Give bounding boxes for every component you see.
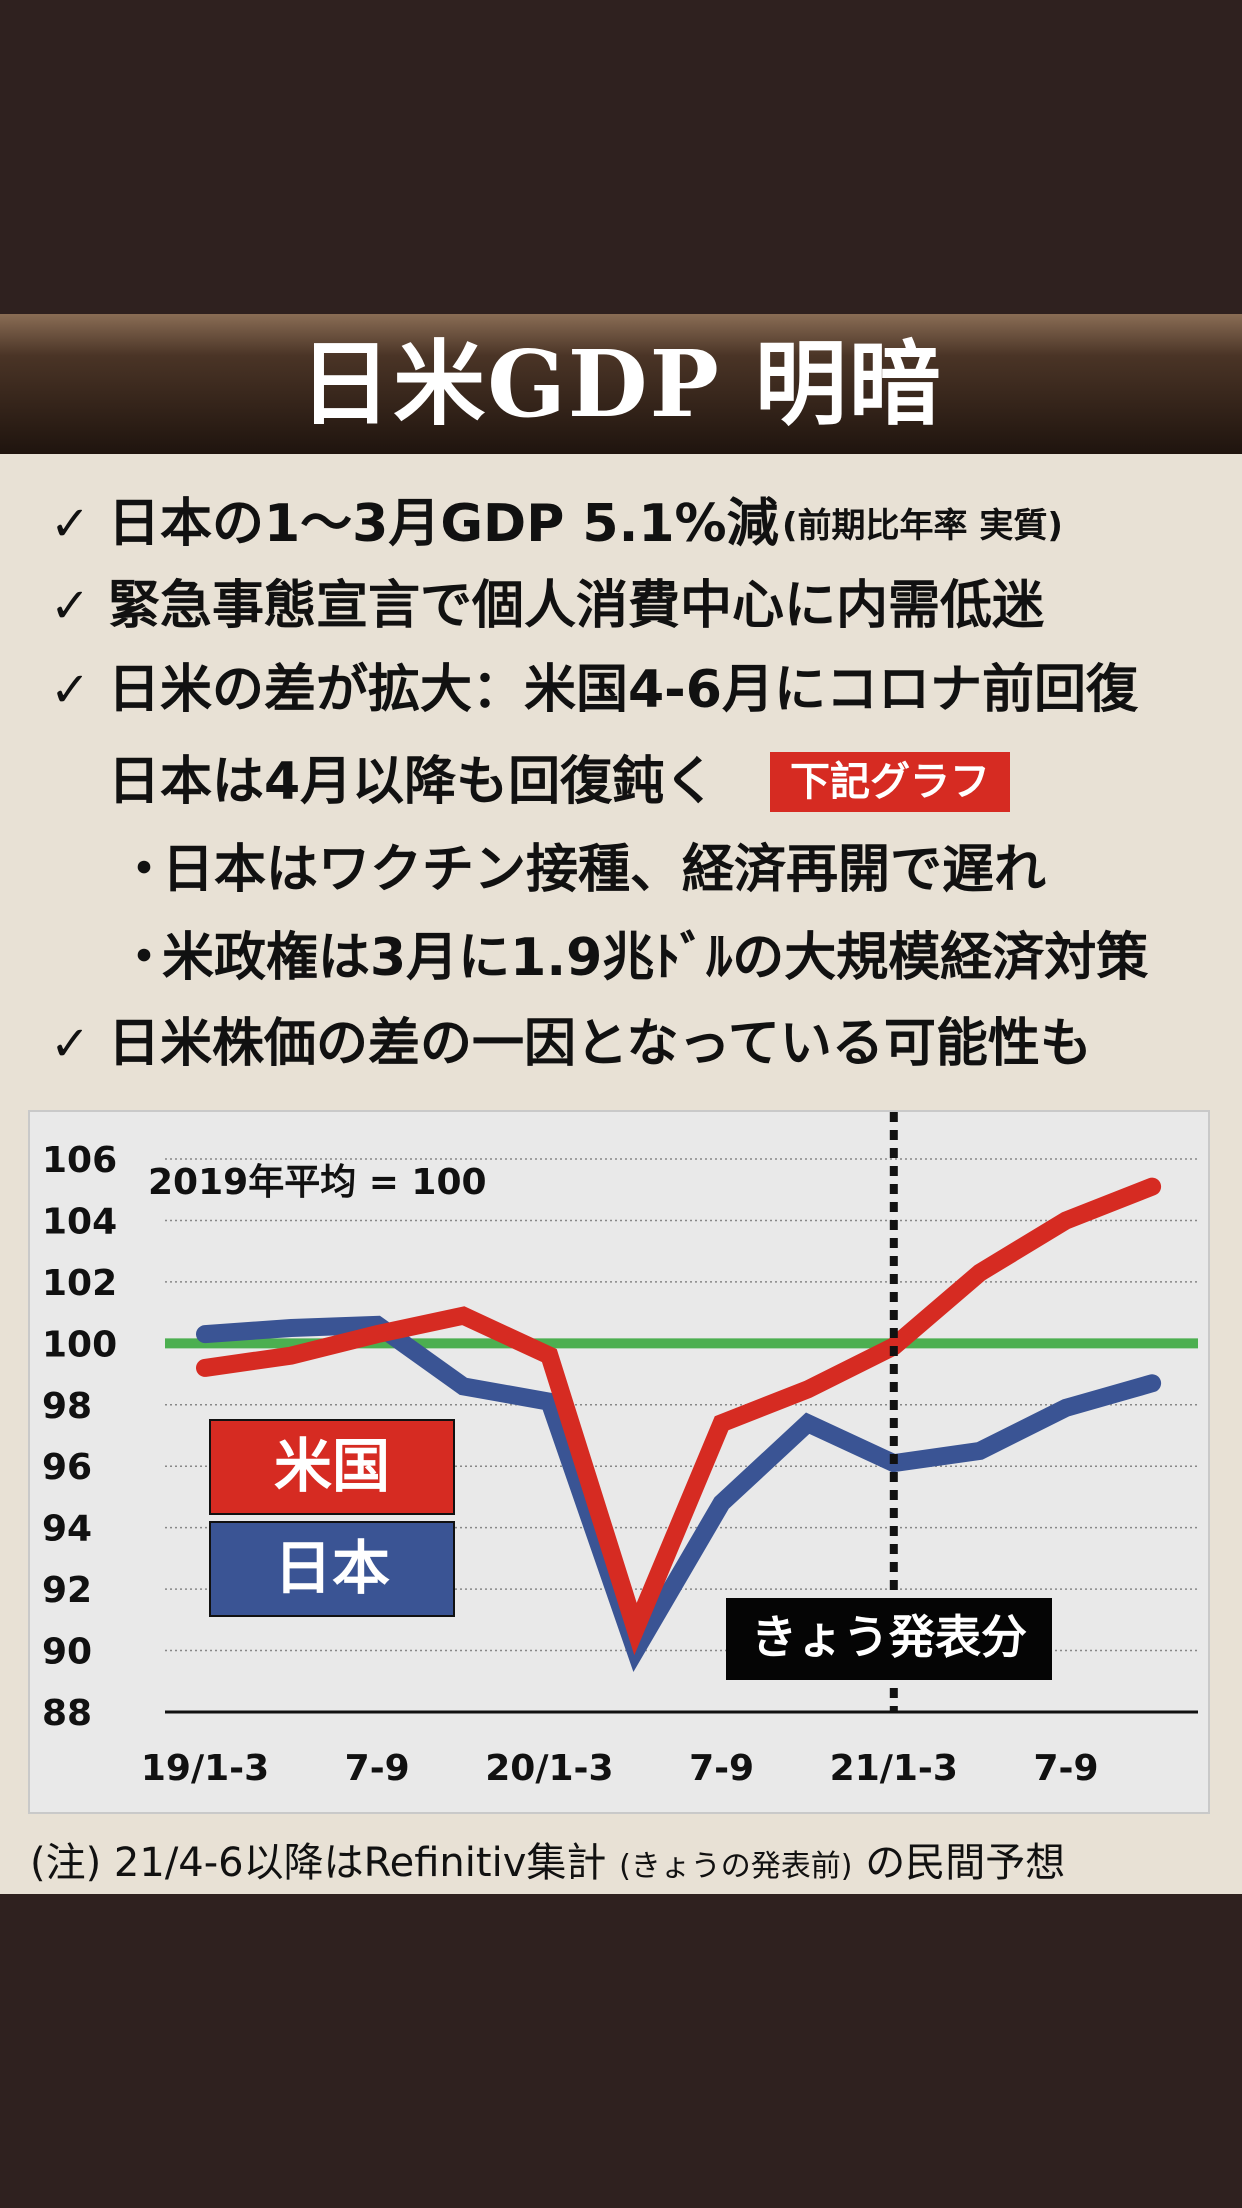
y-tick-label: 106 [42, 1140, 117, 1181]
y-tick-label: 88 [42, 1693, 92, 1734]
footnote-small: (きょうの発表前) [619, 1849, 853, 1884]
y-tick-label: 96 [42, 1447, 92, 1488]
x-tick-label: 7-9 [689, 1748, 754, 1789]
line-text: 日本はワクチン接種、経済再開で遅れ [162, 840, 1047, 900]
y-tick-label: 90 [42, 1632, 92, 1673]
title-banner: 日米GDP 明暗 [0, 314, 1242, 454]
footnote: (注) 21/4-6以降はRefinitiv集計 (きょうの発表前) の民間予想 [30, 1830, 1065, 1888]
line-subtext: (前期比年率 実質) [782, 506, 1063, 546]
legend-swatch [209, 1419, 455, 1515]
bullet-icon: ・ [118, 928, 171, 988]
line-text: 緊急事態宣言で個人消費中心に内需低迷 [108, 576, 1045, 636]
series-line-us [196, 1177, 1162, 1656]
line-text: 日米株価の差の一因となっている可能性も [108, 1014, 1092, 1074]
series-line-japan [196, 1315, 1162, 1673]
y-tick-label: 92 [42, 1570, 92, 1611]
y-tick-label: 94 [42, 1509, 92, 1550]
graph-tag: 下記グラフ [770, 752, 1010, 812]
check-icon: ✓ [50, 496, 91, 552]
legend-label: 米国 [274, 1432, 390, 1500]
check-icon: ✓ [50, 578, 91, 634]
y-tick-label: 102 [42, 1263, 117, 1304]
chart-container: 106 104 102 100 98 96 94 92 90 88 19/1-3 7-9 20/1-3… [28, 1110, 1210, 1814]
page-title: 日米GDP 明暗 [299, 330, 943, 438]
line-text: 日本の1～3月GDP 5.1%減 [108, 494, 779, 554]
x-tick-label: 20/1-3 [485, 1748, 613, 1789]
chart-annotation: 2019年平均 = 100 [148, 1162, 487, 1203]
y-tick-label: 98 [42, 1386, 92, 1427]
check-icon: ✓ [50, 1016, 91, 1072]
x-tick-label: 7-9 [1033, 1748, 1098, 1789]
divider-label: きょう発表分 [751, 1610, 1027, 1664]
footnote-text: (注) 21/4-6以降はRefinitiv集計 [30, 1840, 607, 1886]
line-text: 日本は4月以降も回復鈍く [108, 752, 717, 812]
x-tick-label: 19/1-3 [141, 1748, 269, 1789]
y-tick-label: 104 [42, 1201, 117, 1242]
x-tick-label: 21/1-3 [830, 1748, 958, 1789]
legend-label: 日本 [274, 1534, 390, 1602]
legend-swatch [209, 1521, 455, 1617]
line-text: 米政権は3月に1.9兆ﾄﾞﾙの大規模経済対策 [162, 928, 1149, 988]
y-tick-label: 100 [42, 1324, 117, 1365]
footnote-text-end: の民間予想 [865, 1840, 1066, 1886]
line-text: 日米の差が拡大：米国4-6月にコロナ前回復 [108, 660, 1138, 720]
x-tick-label: 7-9 [345, 1748, 410, 1789]
divider-label-box [726, 1598, 1052, 1680]
gdp-line-chart: 106 104 102 100 98 96 94 92 90 88 19/1-3 7-9 20/1-3… [42, 1112, 1198, 1789]
bullet-icon: ・ [118, 840, 171, 900]
check-icon: ✓ [50, 662, 91, 718]
